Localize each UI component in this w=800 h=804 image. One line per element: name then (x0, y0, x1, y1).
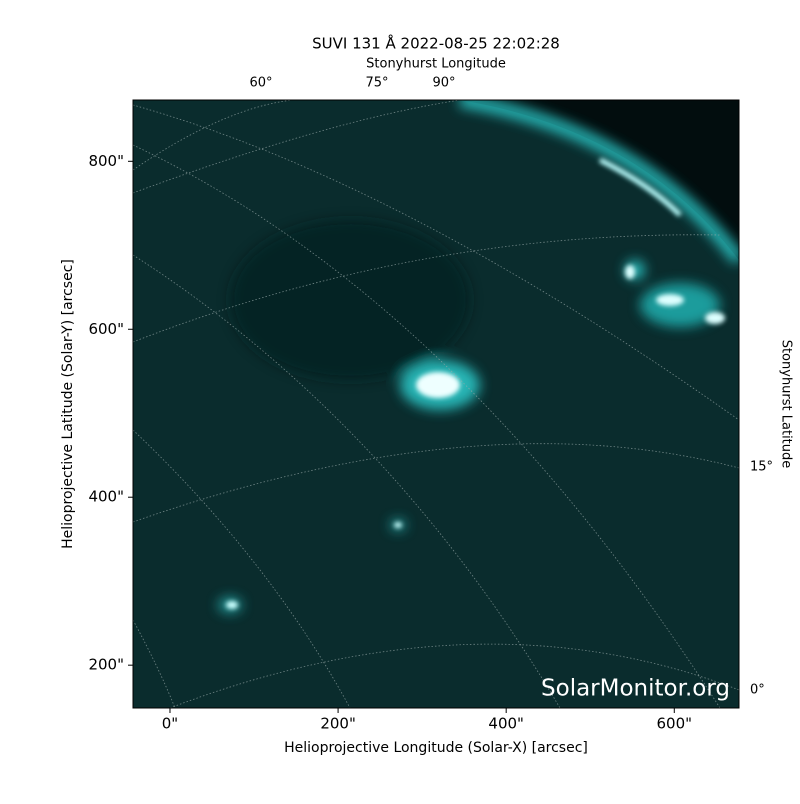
top-axis-label: Stonyhurst Longitude (366, 57, 506, 72)
x-tick-label: 0" (162, 715, 178, 733)
solar-image (133, 100, 739, 708)
right-tick-label: 15° (750, 460, 773, 475)
chart-title: SUVI 131 Å 2022-08-25 22:02:28 (312, 34, 560, 53)
right-axis-label: Stonyhurst Latitude (779, 340, 794, 469)
x-tick-label: 400" (488, 715, 524, 733)
y-axis-label: Helioprojective Latitude (Solar-Y) [arcs… (60, 259, 76, 549)
right-tick-label: 0° (750, 683, 765, 698)
x-axis-label: Helioprojective Longitude (Solar-X) [arc… (284, 740, 588, 756)
top-tick-label: 75° (365, 76, 388, 91)
x-tick-label: 600" (657, 715, 693, 733)
x-tick-label: 200" (320, 715, 356, 733)
y-tick-label: 800" (88, 152, 124, 170)
y-tick-label: 200" (88, 656, 124, 674)
top-tick-label: 60° (249, 76, 272, 91)
plot-frame (132, 99, 740, 709)
y-tick-label: 400" (88, 488, 124, 506)
y-tick-label: 600" (88, 320, 124, 338)
watermark: SolarMonitor.org (541, 676, 730, 702)
top-tick-label: 90° (432, 76, 455, 91)
